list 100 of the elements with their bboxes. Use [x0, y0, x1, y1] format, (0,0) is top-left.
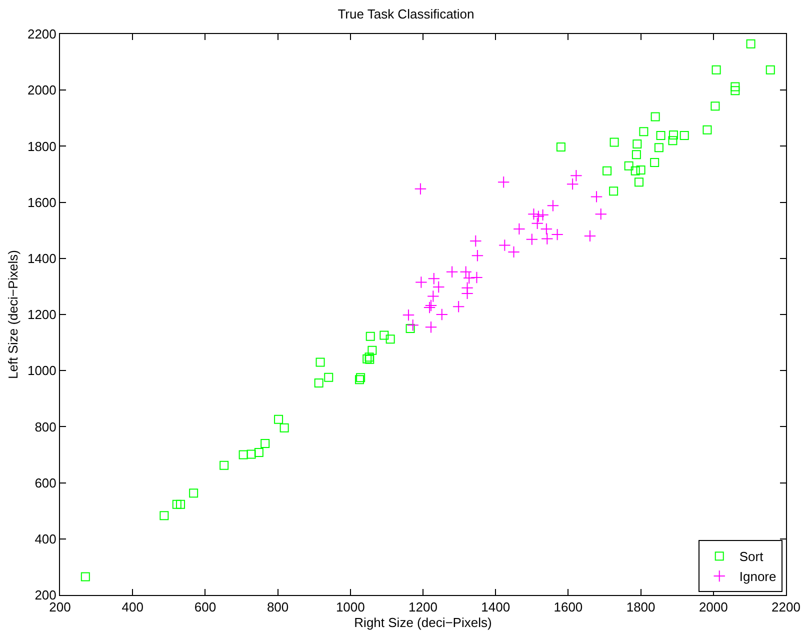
point — [730, 82, 740, 92]
point — [730, 86, 740, 96]
x-tick-label: 1600 — [554, 600, 583, 615]
point — [668, 136, 678, 146]
point — [541, 232, 554, 245]
x-axis-title: Right Size (deci−Pixels) — [354, 615, 492, 630]
point — [324, 372, 334, 382]
point — [274, 414, 284, 424]
point — [406, 324, 415, 334]
point — [471, 249, 484, 262]
chart-title: True Task Classification — [338, 6, 474, 22]
y-axis-title: Left Size (deci−Pixels) — [5, 250, 20, 379]
point — [609, 186, 618, 196]
y-tick-label: 800 — [34, 419, 56, 434]
point — [584, 230, 596, 242]
point — [160, 511, 169, 520]
point — [594, 208, 607, 220]
point — [446, 266, 458, 278]
point — [650, 158, 660, 167]
point — [746, 39, 756, 48]
point — [636, 166, 646, 175]
point — [356, 373, 366, 382]
y-tick-label: 2200 — [27, 26, 56, 42]
point — [254, 448, 264, 458]
point — [710, 102, 720, 111]
point — [314, 378, 324, 388]
point — [668, 130, 678, 140]
point — [427, 290, 440, 302]
point — [566, 178, 579, 190]
point — [189, 488, 198, 498]
point — [630, 166, 640, 176]
point — [528, 208, 540, 220]
point — [172, 500, 182, 509]
point — [610, 138, 619, 147]
point — [176, 500, 186, 509]
point — [632, 139, 642, 148]
y-tick-label: 2000 — [27, 82, 56, 98]
point — [624, 161, 634, 170]
x-tick-label: 1800 — [626, 600, 656, 615]
point — [531, 217, 544, 230]
x-tick-label: 600 — [194, 600, 216, 615]
point — [362, 354, 372, 364]
point — [354, 375, 364, 384]
y-tick-label: 1800 — [27, 138, 56, 154]
x-tick-label: 1000 — [336, 600, 365, 615]
y-tick-label: 1200 — [27, 307, 56, 322]
y-tick-label: 1000 — [27, 363, 56, 378]
point — [540, 222, 553, 236]
point — [498, 239, 511, 252]
x-tick-label: 2200 — [772, 600, 800, 615]
point — [452, 300, 465, 313]
x-tick-label: 1400 — [481, 600, 510, 615]
point — [680, 131, 689, 140]
point — [632, 150, 641, 160]
point — [436, 308, 448, 321]
point — [402, 308, 415, 322]
point — [702, 125, 712, 134]
y-tick-label: 400 — [34, 531, 56, 546]
x-tick-label: 400 — [122, 600, 144, 615]
point — [639, 127, 648, 136]
point — [414, 182, 427, 195]
point — [508, 246, 520, 258]
point — [364, 352, 374, 362]
point — [415, 276, 428, 288]
point — [366, 332, 375, 341]
point — [368, 346, 377, 355]
point — [766, 65, 775, 74]
point — [280, 423, 289, 432]
point — [590, 190, 603, 203]
point — [532, 210, 545, 222]
x-tick-label: 800 — [266, 600, 289, 615]
point — [80, 572, 90, 582]
point — [634, 178, 644, 187]
point — [260, 439, 270, 448]
point — [513, 222, 526, 236]
point — [650, 112, 660, 122]
point — [546, 200, 560, 212]
point — [220, 460, 229, 470]
point — [316, 358, 325, 367]
point — [470, 271, 483, 284]
point — [556, 142, 566, 152]
point — [470, 234, 482, 248]
y-tick-label: 1400 — [27, 250, 56, 266]
point — [602, 166, 612, 176]
x-tick-label: 2000 — [698, 600, 728, 615]
point — [380, 330, 389, 340]
point — [238, 450, 248, 460]
point — [656, 131, 666, 140]
legend-label: Ignore — [739, 569, 776, 584]
y-tick-label: 1600 — [27, 194, 56, 210]
point — [365, 354, 374, 364]
point — [461, 287, 474, 300]
legend-label: Sort — [739, 549, 764, 564]
point — [246, 450, 256, 459]
point — [654, 143, 664, 152]
point — [424, 321, 438, 334]
point — [526, 233, 538, 246]
y-tick-label: 600 — [34, 475, 56, 490]
point — [712, 65, 721, 74]
point — [536, 208, 549, 222]
